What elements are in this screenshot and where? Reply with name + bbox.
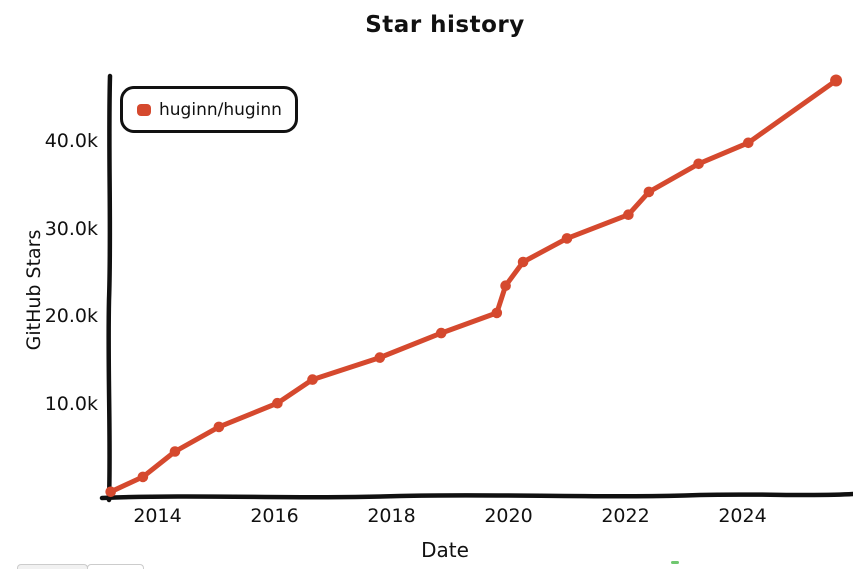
legend-series-label: huginn/huginn [159, 99, 282, 120]
data-point [561, 233, 573, 244]
data-point [500, 280, 511, 292]
cutoff-button-right[interactable] [87, 564, 144, 569]
x-tick-label: 2014 [133, 505, 182, 527]
data-point [743, 137, 754, 149]
y-tick-label: 10.0k [44, 393, 98, 415]
x-tick-label: 2022 [601, 505, 650, 527]
data-point [693, 158, 704, 170]
data-point [213, 421, 225, 433]
data-point [169, 446, 181, 457]
y-tick-label: 30.0k [44, 217, 98, 240]
data-point [491, 307, 503, 319]
data-point [643, 186, 655, 198]
series-marker-icon [137, 103, 151, 116]
legend: huginn/huginn [120, 86, 298, 133]
chart-title: Star history [365, 12, 525, 38]
x-tick-label: 2018 [367, 505, 416, 527]
y-axis-line [106, 73, 113, 503]
cutoff-button-left[interactable] [17, 564, 88, 569]
x-axis-label: Date [421, 538, 469, 562]
data-point [307, 374, 318, 385]
x-tick-label: 2016 [250, 505, 299, 527]
series-points [105, 74, 843, 498]
data-point [137, 471, 149, 483]
green-dash-artifact [671, 561, 679, 564]
data-point [272, 397, 283, 409]
data-point [374, 352, 386, 363]
data-point [435, 327, 447, 339]
data-point [105, 486, 116, 498]
data-point [830, 74, 843, 87]
x-tick-label: 2020 [484, 505, 533, 527]
data-point [623, 209, 634, 220]
y-tick-label: 20.0k [44, 305, 98, 328]
x-axis-line [99, 491, 853, 501]
y-tick-label: 40.0k [44, 129, 98, 152]
data-point [517, 256, 529, 268]
x-tick-label: 2024 [718, 505, 767, 527]
